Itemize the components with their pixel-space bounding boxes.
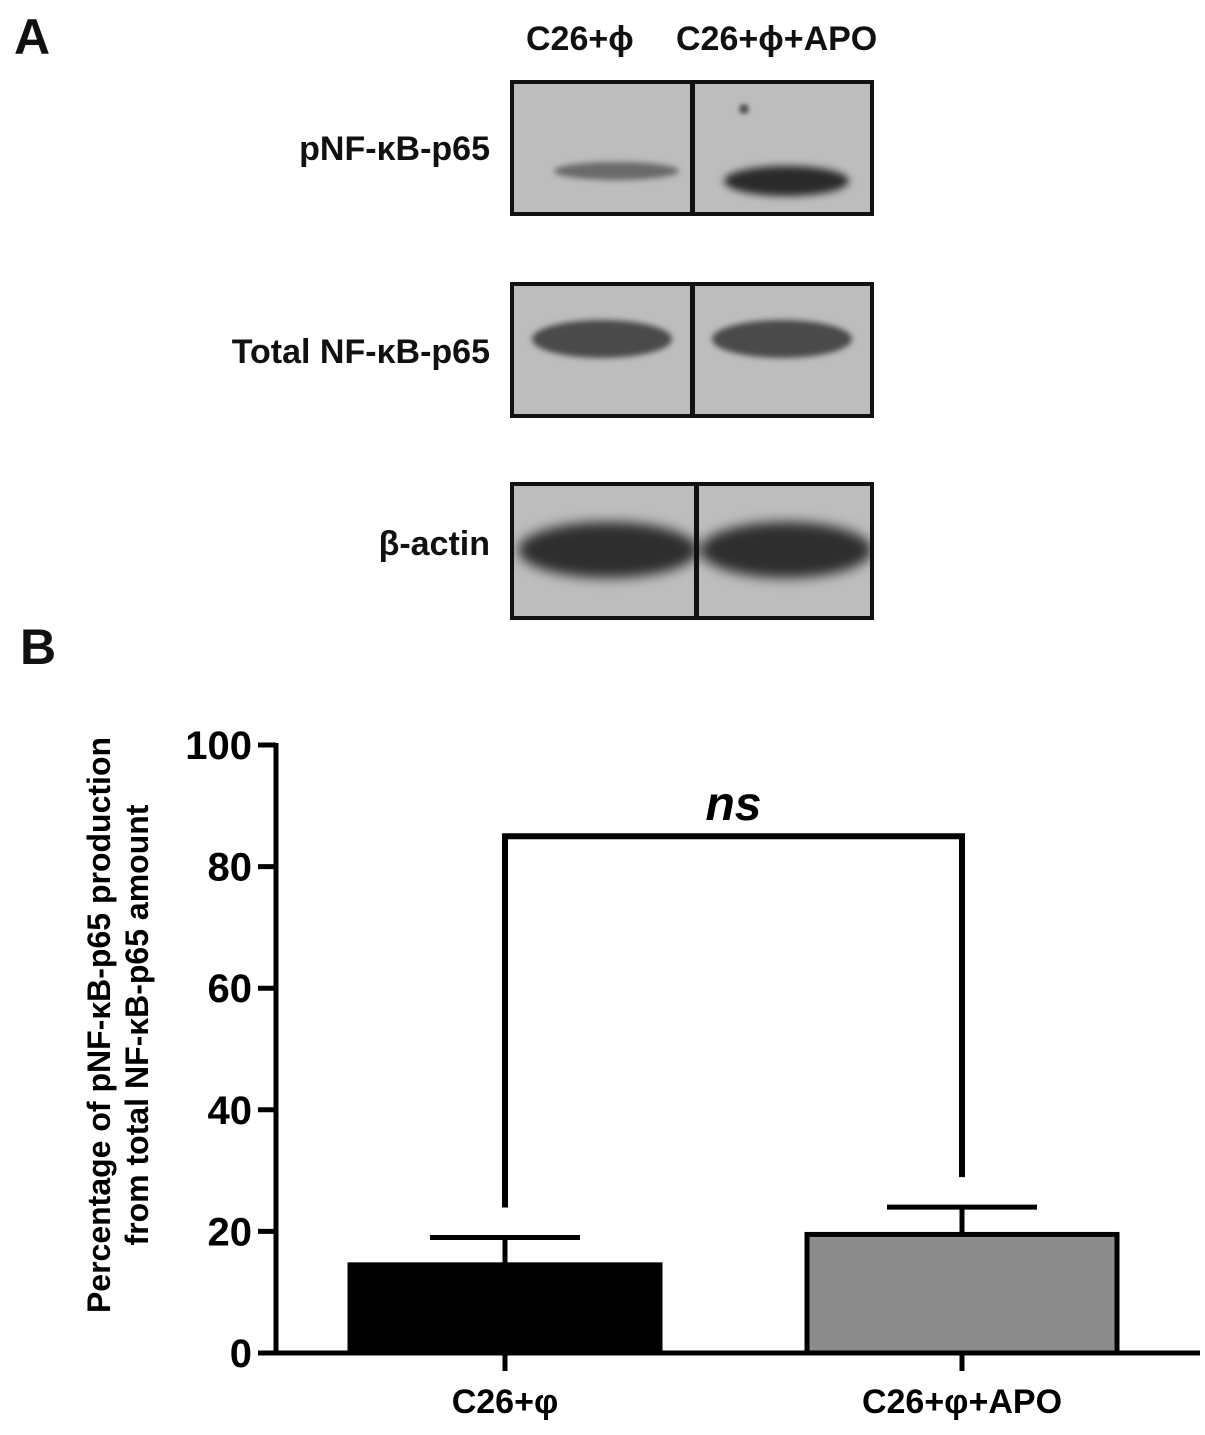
blot-label-total-nfkb: Total NF-κB-p65	[231, 333, 490, 371]
y-tick-label-5: 100	[185, 724, 252, 768]
x-tick-label-0: C26+φ	[452, 1383, 559, 1421]
y-axis-label-line1: Percentage of pNF-κB-p65 production	[81, 737, 117, 1313]
significance-label: ns	[705, 778, 761, 831]
lane-label-apo: C26+ϕ+APO	[676, 20, 878, 58]
blot-pnfkb	[510, 80, 874, 216]
y-axis-label-line2: from total NF-κB-p65 amount	[119, 804, 155, 1245]
blot-label-pnfkb: pNF-κB-p65	[299, 130, 490, 168]
x-tick-label-1: C26+φ+APO	[862, 1383, 1062, 1421]
blot-total-nfkb	[510, 282, 874, 418]
blot-beta-actin	[510, 482, 874, 620]
lane-label-control: C26+ϕ	[526, 20, 634, 58]
blot-label-beta-actin: β-actin	[378, 525, 490, 563]
significance-bracket	[502, 833, 965, 1208]
panel-a-letter: A	[14, 9, 51, 65]
bar-0	[347, 1262, 663, 1356]
panel-b-letter: B	[20, 619, 57, 675]
y-tick-label-0: 0	[230, 1332, 252, 1376]
bar-1	[804, 1231, 1120, 1356]
y-axis-label: Percentage of pNF-κB-p65 production from…	[81, 737, 155, 1313]
y-tick-label-2: 40	[208, 1089, 253, 1133]
y-tick-label-4: 80	[208, 846, 253, 890]
y-tick-label-3: 60	[208, 967, 253, 1011]
y-tick-label-1: 20	[208, 1210, 253, 1254]
